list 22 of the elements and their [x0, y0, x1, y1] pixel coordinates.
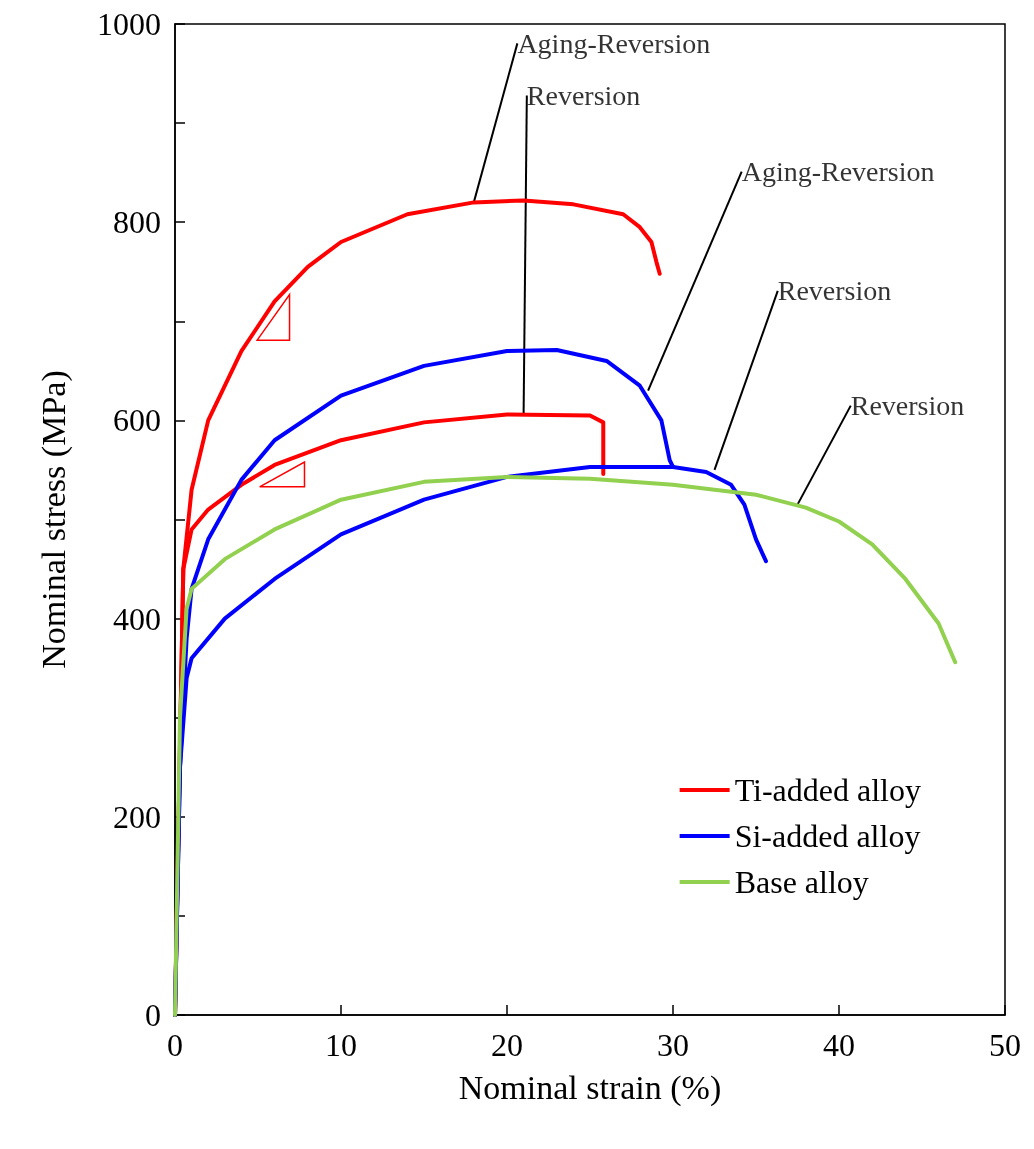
y-tick-label: 800 [113, 204, 161, 241]
x-axis-title: Nominal strain (%) [458, 1068, 722, 1107]
legend-label: Base alloy [734, 864, 869, 900]
annotation: Reversion [777, 275, 892, 307]
x-tick-label: 50 [989, 1027, 1021, 1063]
annotation: Aging-Reversion [741, 156, 935, 188]
legend-label: Si-added alloy [734, 818, 921, 854]
y-tick-label: 600 [113, 402, 161, 439]
y-tick-label: 0 [145, 997, 161, 1033]
y-axis-title: Nominal stress (MPa) [34, 370, 73, 669]
y-tick-label: 1000 [97, 6, 161, 42]
annotation: Reversion [526, 79, 641, 111]
y-tick-label: 400 [113, 600, 161, 637]
x-tick-label: 20 [491, 1027, 523, 1063]
x-tick-label: 40 [823, 1027, 855, 1063]
annotation: Aging-Reversion [517, 27, 711, 59]
x-tick-label: 10 [325, 1027, 357, 1063]
x-tick-label: 0 [167, 1027, 183, 1063]
annotation: Reversion [850, 390, 965, 422]
y-tick-label: 200 [113, 798, 161, 835]
legend-label: Ti-added alloy [734, 772, 921, 808]
x-tick-label: 30 [657, 1027, 689, 1063]
